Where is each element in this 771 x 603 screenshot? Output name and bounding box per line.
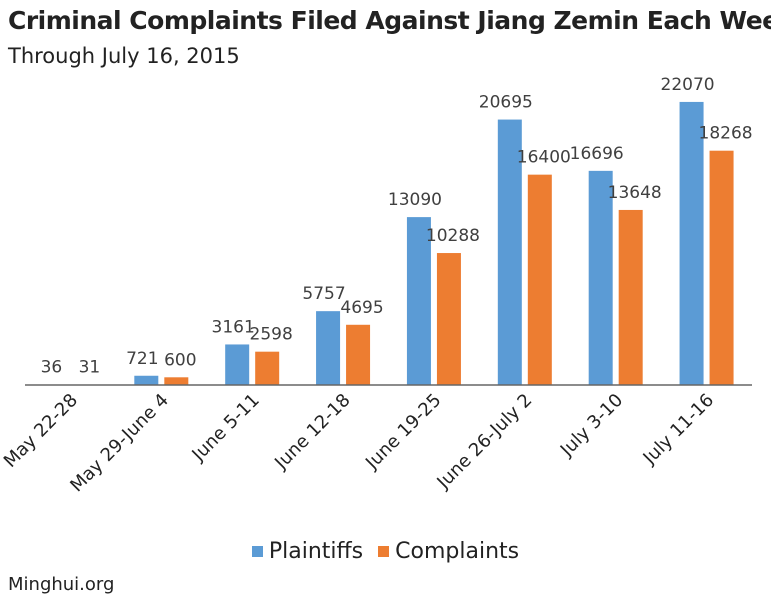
data-label-complaints-8: 18268 bbox=[699, 124, 753, 144]
data-label-plaintiffs-5: 13090 bbox=[388, 190, 442, 210]
data-label-plaintiffs-7: 16696 bbox=[570, 144, 624, 164]
bar-plaintiffs-6 bbox=[497, 119, 522, 385]
legend-item-plaintiffs: Plaintiffs bbox=[251, 539, 364, 564]
bar-complaints-3 bbox=[255, 351, 280, 385]
x-tick-label-3: June 5-11 bbox=[188, 390, 264, 466]
bar-plaintiffs-2 bbox=[134, 375, 159, 385]
legend-label-plaintiffs: Plaintiffs bbox=[268, 539, 364, 564]
bar-chart: 36 31 May 22-28 721 600 May 29-June 4 31612598… bbox=[0, 75, 753, 497]
bar-plaintiffs-7 bbox=[588, 170, 613, 385]
x-tick-label-1: May 22-28 bbox=[0, 390, 82, 472]
x-tick-label-5: June 19-25 bbox=[361, 390, 445, 474]
data-label-plaintiffs-2: 721 bbox=[126, 349, 158, 369]
x-tick-label-2: May 29-June 4 bbox=[66, 390, 173, 497]
data-label-plaintiffs-8: 22070 bbox=[661, 75, 715, 95]
x-tick-label-7: July 3-10 bbox=[556, 390, 627, 461]
bar-complaints-6 bbox=[527, 174, 552, 385]
bar-plaintiffs-8 bbox=[679, 101, 704, 386]
x-tick-label-4: June 12-18 bbox=[270, 390, 354, 474]
bar-complaints-4 bbox=[346, 324, 371, 385]
data-label-complaints-4: 4695 bbox=[340, 298, 383, 318]
legend-label-complaints: Complaints bbox=[395, 539, 520, 564]
bar-complaints-2 bbox=[164, 377, 189, 385]
data-label-complaints-2: 600 bbox=[164, 350, 196, 370]
data-label-plaintiffs-4: 5757 bbox=[302, 284, 345, 304]
data-label-complaints-7: 13648 bbox=[608, 183, 662, 203]
x-tick-label-6: June 26-July 2 bbox=[432, 390, 536, 494]
bar-complaints-7 bbox=[618, 209, 643, 385]
data-label-plaintiffs-1: 36 bbox=[41, 358, 63, 378]
bar-plaintiffs-3 bbox=[225, 344, 250, 385]
data-label-complaints-3: 2598 bbox=[250, 325, 293, 345]
legend-swatch-plaintiffs bbox=[251, 546, 263, 557]
data-label-complaints-6: 16400 bbox=[517, 148, 571, 168]
data-label-complaints-5: 10288 bbox=[426, 226, 480, 246]
bar-complaints-8 bbox=[709, 150, 734, 385]
source-credit: Minghui.org bbox=[8, 574, 115, 595]
legend-swatch-complaints bbox=[378, 546, 390, 557]
data-label-complaints-1: 31 bbox=[79, 358, 101, 378]
data-label-plaintiffs-6: 20695 bbox=[479, 93, 533, 113]
bar-plaintiffs-4 bbox=[316, 311, 341, 385]
chart-title: Criminal Complaints Filed Against Jiang … bbox=[8, 6, 771, 35]
bar-plaintiffs-5 bbox=[406, 217, 431, 385]
data-label-plaintiffs-3: 3161 bbox=[212, 317, 255, 337]
bar-complaints-5 bbox=[436, 253, 461, 385]
chart-subtitle: Through July 16, 2015 bbox=[8, 44, 240, 68]
legend-item-complaints: Complaints bbox=[378, 539, 519, 564]
x-tick-label-8: July 11-16 bbox=[639, 390, 718, 469]
chart-legend: Plaintiffs Complaints bbox=[0, 538, 771, 564]
